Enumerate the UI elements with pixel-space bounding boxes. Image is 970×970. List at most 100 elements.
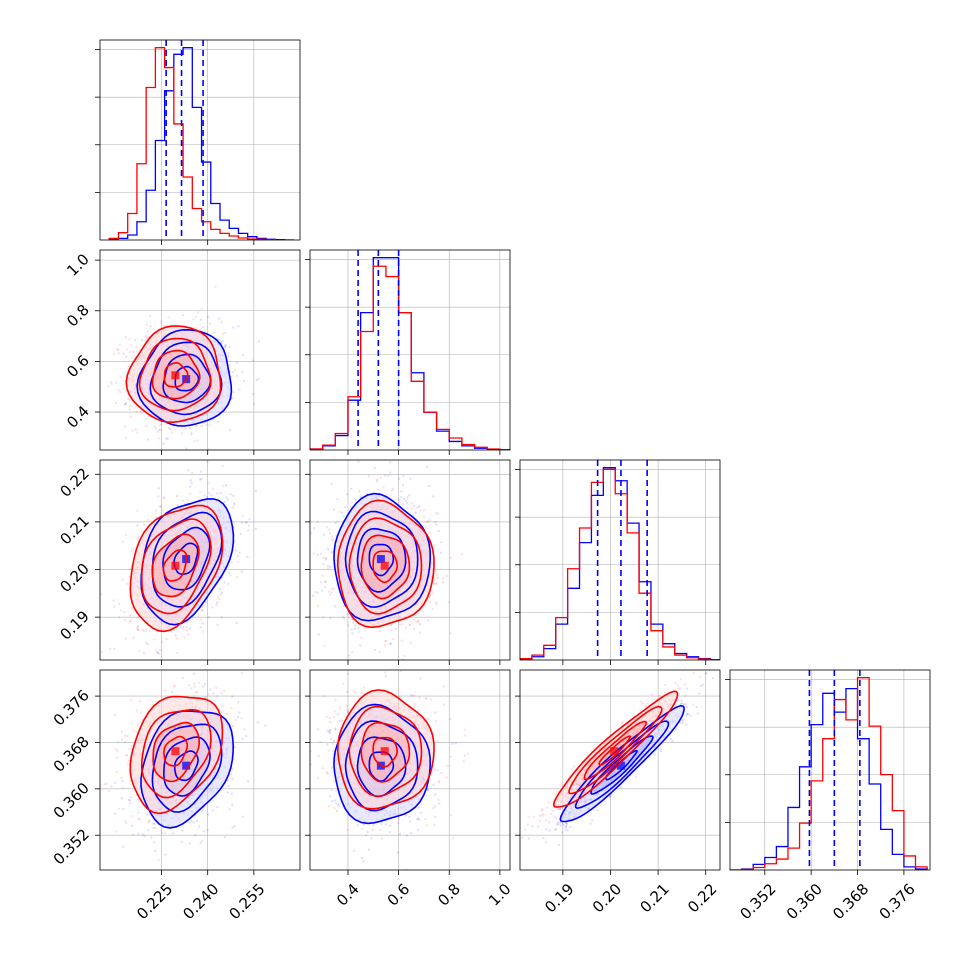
scatter-point — [153, 826, 157, 830]
scatter-point — [223, 346, 227, 349]
scatter-point — [154, 427, 157, 430]
panel-frame — [99, 39, 301, 241]
scatter-point — [319, 581, 323, 584]
scatter-point — [379, 476, 382, 479]
scatter-point — [127, 397, 130, 400]
scatter-point — [181, 499, 185, 502]
scatter-panel — [100, 285, 261, 450]
scatter-point — [145, 417, 148, 421]
x-tick-label: 0.368 — [829, 880, 872, 923]
scatter-point — [400, 639, 403, 642]
scatter-point — [145, 425, 148, 428]
scatter-point — [128, 621, 131, 624]
scatter-point — [155, 648, 158, 651]
scatter-point — [145, 336, 149, 339]
scatter-point — [123, 611, 126, 614]
scatter-point — [226, 779, 230, 782]
scatter-point — [360, 636, 363, 640]
scatter-point — [428, 484, 431, 488]
scatter-point — [206, 460, 209, 464]
grid-lines — [730, 670, 930, 870]
scatter-point — [257, 340, 261, 343]
scatter-point — [123, 741, 127, 744]
scatter-point — [125, 533, 128, 537]
scatter-point — [192, 318, 195, 321]
scatter-point — [238, 388, 241, 391]
scatter-point — [199, 626, 202, 629]
scatter-point — [156, 651, 160, 655]
contour-red — [162, 549, 188, 582]
scatter-point — [327, 564, 330, 568]
scatter-point — [435, 523, 438, 526]
contour-red — [360, 534, 411, 600]
scatter-point — [230, 792, 234, 795]
scatter-point — [152, 822, 155, 825]
scatter-point — [434, 601, 438, 604]
scatter-point — [124, 403, 127, 406]
scatter-point — [139, 410, 142, 413]
scatter-point — [136, 627, 139, 631]
scatter-point — [202, 325, 205, 329]
scatter-point — [254, 489, 257, 493]
scatter-point — [190, 820, 193, 823]
scatter-point — [122, 387, 125, 391]
scatter-point — [323, 580, 327, 583]
scatter-point — [233, 825, 236, 828]
scatter-point — [189, 485, 192, 488]
scatter-point — [132, 729, 135, 732]
scatter-point — [199, 618, 202, 621]
scatter-point — [232, 391, 235, 394]
scatter-point — [402, 475, 405, 478]
scatter-point — [211, 809, 215, 812]
scatter-point — [144, 335, 148, 338]
scatter-point — [231, 506, 234, 509]
scatter-point — [201, 630, 205, 633]
scatter-point — [207, 813, 210, 816]
scatter-point — [201, 609, 204, 612]
scatter-point — [378, 630, 382, 633]
scatter-point — [401, 623, 404, 626]
scatter-point — [138, 649, 141, 653]
scatter-point — [397, 477, 401, 480]
scatter-point — [415, 621, 418, 624]
scatter-point — [135, 709, 138, 712]
scatter-point — [226, 791, 230, 794]
scatter-point — [161, 640, 164, 644]
scatter-point — [390, 629, 393, 632]
scatter-point — [334, 522, 337, 525]
scatter-point — [440, 541, 443, 544]
scatter-point — [157, 487, 160, 490]
scatter-point — [257, 377, 260, 381]
histogram-group — [520, 460, 720, 660]
scatter-point — [124, 401, 128, 405]
scatter-point — [125, 355, 128, 358]
scatter-point — [141, 833, 145, 836]
scatter-point — [248, 518, 251, 521]
scatter-point — [211, 487, 215, 491]
scatter-point — [190, 482, 193, 485]
scatter-point — [237, 325, 240, 328]
scatter-point — [207, 616, 210, 619]
scatter-point — [262, 457, 264, 459]
scatter-point — [215, 603, 218, 606]
scatter-point — [117, 348, 120, 351]
scatter-point — [240, 570, 243, 573]
scatter-panel — [100, 457, 264, 655]
scatter-point — [206, 315, 210, 319]
scatter-point — [235, 621, 238, 625]
scatter-point — [324, 556, 327, 560]
scatter-point — [201, 622, 204, 625]
scatter-point — [129, 796, 132, 799]
scatter-point — [183, 427, 187, 430]
scatter-point — [188, 426, 192, 430]
density-peak-red — [380, 561, 389, 570]
scatter-point — [252, 403, 256, 406]
scatter-point — [359, 495, 362, 499]
scatter-point — [389, 642, 393, 645]
grid-lines — [100, 40, 300, 240]
scatter-point — [316, 520, 319, 523]
scatter-point — [429, 594, 432, 597]
scatter-point — [175, 494, 179, 498]
scatter-point — [135, 345, 138, 349]
scatter-point — [351, 650, 354, 654]
